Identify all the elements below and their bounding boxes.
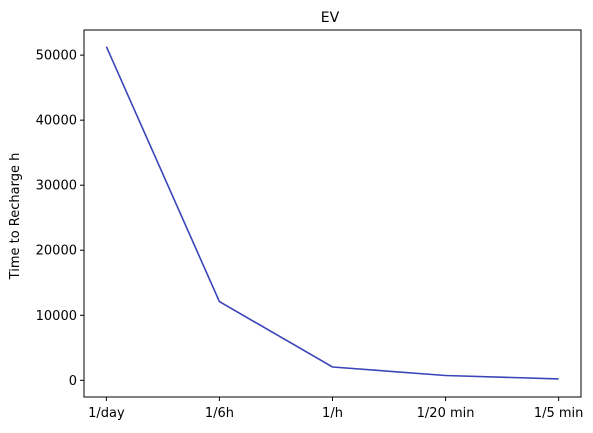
x-tick-label: 1/5 min (534, 406, 584, 421)
y-tick-label: 40000 (36, 114, 77, 129)
y-tick-label: 10000 (36, 309, 77, 324)
y-axis-label: Time to Recharge h (8, 153, 23, 281)
y-tick-label: 30000 (36, 179, 77, 194)
x-tick-label: 1/h (322, 406, 343, 421)
plot-area (83, 29, 582, 398)
x-tick-label: 1/20 min (417, 406, 475, 421)
series-line (105, 46, 559, 380)
y-tick-label: 0 (69, 374, 77, 389)
x-tick-label: 1/day (88, 406, 125, 421)
chart-title: EV (321, 10, 340, 26)
y-tick-label: 50000 (36, 49, 77, 64)
tick-group: 0 10000 20000 30000 40000 50000 1/day 1/6h 1/h 1/… (36, 49, 584, 421)
series-group (105, 46, 559, 380)
y-tick-label: 20000 (36, 244, 77, 259)
x-tick-label: 1/6h (205, 406, 234, 421)
